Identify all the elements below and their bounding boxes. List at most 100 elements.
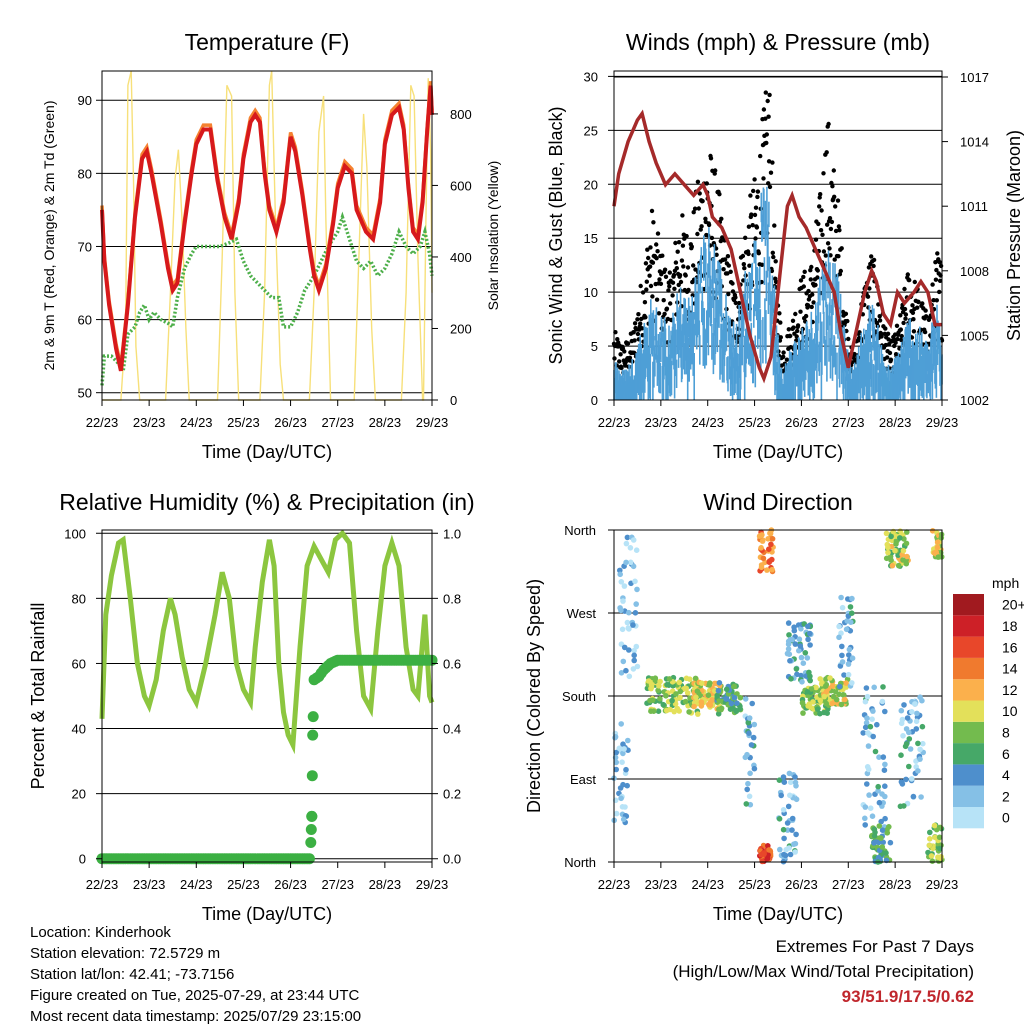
direction-point <box>728 700 735 707</box>
gust-point <box>695 231 700 237</box>
direction-point <box>634 663 641 670</box>
gust-point <box>883 326 888 331</box>
gust-point <box>752 212 758 218</box>
direction-point <box>897 535 903 541</box>
direction-point <box>625 737 631 744</box>
gust-point <box>639 326 645 331</box>
x-tick-label: 23/23 <box>645 415 678 430</box>
x-tick-label: 27/23 <box>832 415 865 430</box>
y2-tick-label: 600 <box>450 178 472 193</box>
direction-point <box>901 702 907 708</box>
gust-point <box>706 222 712 228</box>
direction-point <box>683 675 690 682</box>
direction-point <box>630 622 636 628</box>
direction-point <box>676 708 682 714</box>
legend-swatch <box>953 594 984 616</box>
y2-tick-label: 400 <box>450 250 472 265</box>
direction-point <box>882 783 888 789</box>
direction-point <box>871 684 877 691</box>
direction-point <box>898 779 905 785</box>
gust-point <box>704 181 709 186</box>
direction-point <box>798 672 804 679</box>
direction-point <box>871 833 878 839</box>
gust-point <box>722 257 728 262</box>
legend-label: 12 <box>1002 682 1018 698</box>
gust-point <box>654 256 659 261</box>
direction-point <box>699 680 705 686</box>
y2-tick-label: 0.4 <box>443 722 461 737</box>
direction-point <box>664 681 670 688</box>
direction-point <box>792 779 799 786</box>
gust-point <box>696 206 701 211</box>
y-axis-label: Sonic Wind & Gust (Blue, Black) <box>546 106 566 364</box>
gust-point <box>819 208 824 213</box>
direction-point <box>821 693 827 700</box>
direction-point <box>882 708 888 715</box>
precip-points <box>96 654 438 865</box>
direction-point <box>745 780 751 787</box>
gust-point <box>828 226 834 232</box>
gust-point <box>938 263 944 269</box>
gust-point <box>689 244 694 249</box>
legend-label: 6 <box>1002 746 1010 762</box>
gust-point <box>836 254 841 259</box>
gust-point <box>777 311 782 316</box>
x-axis-label: Time (Day/UTC) <box>713 904 843 924</box>
gust-point <box>766 114 771 119</box>
direction-point <box>784 820 791 826</box>
gust-point <box>911 329 917 334</box>
gust-point <box>748 193 753 198</box>
gust-point <box>818 228 824 233</box>
legend-label: 18 <box>1002 618 1018 634</box>
legend-swatch <box>953 700 984 722</box>
direction-point <box>656 683 662 689</box>
direction-point <box>937 855 944 861</box>
gust-point <box>679 258 685 263</box>
chart-title: Relative Humidity (%) & Precipitation (i… <box>59 489 474 515</box>
direction-point <box>613 749 619 756</box>
direction-point <box>903 726 910 732</box>
extremes-subheading: (High/Low/Max Wind/Total Precipitation) <box>672 962 974 981</box>
direction-point <box>766 847 772 853</box>
direction-point <box>624 534 631 541</box>
direction-point <box>915 740 921 747</box>
direction-point <box>802 650 809 656</box>
gust-point <box>647 273 652 278</box>
gust-point <box>635 331 641 337</box>
direction-point <box>909 709 915 715</box>
direction-point <box>865 743 872 749</box>
gust-point <box>895 336 900 342</box>
direction-point <box>906 763 912 770</box>
gust-point <box>661 298 666 303</box>
x-axis-label: Time (Day/UTC) <box>202 904 332 924</box>
direction-point <box>792 641 799 647</box>
direction-point <box>808 686 815 692</box>
gust-point <box>809 304 814 310</box>
direction-point <box>789 815 796 822</box>
gust-point <box>824 150 829 155</box>
gust-point <box>635 317 640 322</box>
direction-point <box>839 604 846 611</box>
gust-point <box>718 238 723 244</box>
gust-point <box>815 275 820 280</box>
direction-point <box>776 816 783 822</box>
gust-point <box>766 159 772 164</box>
direction-point <box>731 683 737 690</box>
gust-point <box>685 265 691 270</box>
x-tick-label: 24/23 <box>180 877 213 892</box>
gust-point <box>662 311 667 317</box>
direction-point <box>800 660 807 666</box>
direction-point <box>785 641 792 647</box>
x-tick-label: 24/23 <box>180 415 213 430</box>
winds-frame <box>613 70 943 401</box>
direction-point <box>796 636 803 642</box>
gust-point <box>684 233 689 239</box>
direction-point <box>655 708 662 714</box>
gust-point <box>733 295 738 300</box>
direction-point <box>657 695 663 702</box>
direction-point <box>903 540 910 547</box>
direction-point <box>765 536 771 542</box>
gust-point <box>647 264 653 269</box>
direction-point <box>746 715 753 721</box>
direction-point <box>694 688 701 694</box>
